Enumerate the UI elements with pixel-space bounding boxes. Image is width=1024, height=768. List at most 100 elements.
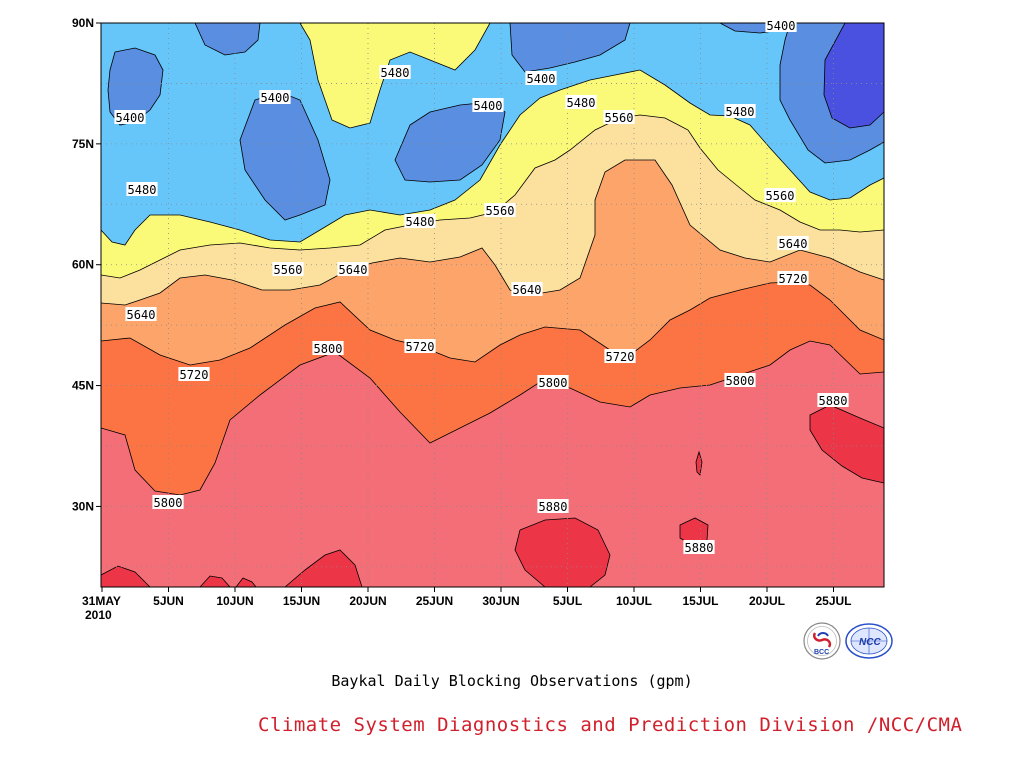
contour-label-bg [537, 375, 569, 389]
bcc-logo-text: BCC [814, 649, 829, 656]
x-tick-label: 5JUL [553, 594, 582, 608]
ncc-logo-text: NCC [859, 637, 881, 648]
contour-lines [101, 23, 884, 587]
contour-label: 5800 [154, 496, 183, 510]
contour-label: 5400 [527, 72, 556, 86]
contour-label-bg [777, 236, 809, 250]
contour-label: 5800 [314, 342, 343, 356]
fill-patch-5880-b [515, 518, 610, 587]
contour-label: 5800 [726, 374, 755, 388]
contour-label-bg [484, 203, 516, 217]
contour-label: 5720 [406, 340, 435, 354]
y-tick-label: 45N [72, 379, 94, 393]
contour-label: 5640 [127, 308, 156, 322]
contour-labels: 5400 5400 5400 5400 5400 5480 5480 5480 5480 5480… [114, 18, 849, 555]
contour-label: 5880 [539, 500, 568, 514]
contour-label-bg [152, 495, 184, 509]
contour-label-bg [379, 65, 411, 79]
contour-label: 5800 [539, 376, 568, 390]
contour-label: 5480 [726, 105, 755, 119]
contour-label: 5560 [274, 263, 303, 277]
fill-patch-below-5400 [824, 23, 884, 128]
contour-label: 5400 [767, 19, 796, 33]
y-tick-label: 60N [72, 258, 94, 272]
x-axis: 31MAY 5JUN 10JUN 15JUN 20JUN 25JUN 30JUN 5JUL 10… [82, 587, 852, 608]
contour-label: 5720 [180, 368, 209, 382]
contour-label-bg [683, 540, 715, 554]
x-tick-label: 5JUN [153, 594, 184, 608]
x-year-label: 2010 [85, 608, 112, 622]
contour-label: 5880 [685, 541, 714, 555]
x-tick-label: 15JUL [682, 594, 718, 608]
fill-patch-5400-c [240, 92, 330, 220]
contour-label: 5480 [567, 96, 596, 110]
contour-label-bg [114, 110, 146, 124]
x-tick-label: 10JUL [616, 594, 652, 608]
contour-label: 5480 [406, 215, 435, 229]
fill-patch-5400-d [395, 102, 505, 182]
bcc-logo: BCC [803, 622, 841, 660]
x-tick-label: 20JUL [749, 594, 785, 608]
contour-label-bg [126, 182, 158, 196]
plot-frame [100, 22, 885, 588]
contour-label-bg [337, 262, 369, 276]
fill-patch-5400-a [108, 48, 163, 125]
contour-label-bg [724, 373, 756, 387]
y-tick-label: 90N [72, 16, 94, 30]
y-tick-label: 30N [72, 499, 94, 513]
y-axis: 30N 45N 60N 75N 90N [72, 16, 101, 513]
fill-patch-5400-b [195, 23, 260, 55]
contour-label: 5400 [261, 91, 290, 105]
footer-credit: Climate System Diagnostics and Predictio… [258, 714, 963, 736]
grid [101, 23, 884, 587]
contour-label-bg [125, 307, 157, 321]
x-tick-label: 20JUN [349, 594, 386, 608]
contour-label-bg [312, 341, 344, 355]
x-tick-label: 10JUN [216, 594, 253, 608]
contour-label-bg [817, 393, 849, 407]
contour-label-bg [404, 339, 436, 353]
contour-label: 5480 [128, 183, 157, 197]
contour-label-bg [404, 214, 436, 228]
x-tick-label: 31MAY [82, 594, 121, 608]
contour-label-bg [565, 95, 597, 109]
contour-label-bg [525, 71, 557, 85]
ncc-logo: NCC [845, 623, 893, 659]
x-tick-label: 25JUL [815, 594, 851, 608]
contour-label-bg [511, 282, 543, 296]
contour-label-bg [724, 104, 756, 118]
contour-label: 5480 [381, 66, 410, 80]
fill-patch-5880-c [680, 518, 708, 545]
fill-patch-5880-a [810, 405, 884, 483]
fill-patch-5880-h [285, 550, 362, 587]
contour-label-bg [764, 188, 796, 202]
contour-label: 5720 [606, 350, 635, 364]
contour-label-bg [603, 110, 635, 124]
contour-label: 5560 [605, 111, 634, 125]
contour-label: 5640 [339, 263, 368, 277]
contour-label-bg [777, 271, 809, 285]
x-tick-label: 30JUN [482, 594, 519, 608]
fill-patch-5400-e [510, 23, 630, 72]
x-tick-label: 15JUN [283, 594, 320, 608]
contour-label: 5720 [779, 272, 808, 286]
contour-label: 5400 [116, 111, 145, 125]
contour-label: 5880 [819, 394, 848, 408]
contour-label-bg [259, 90, 291, 104]
contour-label: 5560 [486, 204, 515, 218]
contour-label-bg [178, 367, 210, 381]
y-tick-label: 75N [72, 137, 94, 151]
contour-label-bg [765, 18, 797, 32]
contour-label: 5400 [474, 99, 503, 113]
contour-label: 5640 [513, 283, 542, 297]
contour-label: 5560 [766, 189, 795, 203]
contour-label-bg [537, 499, 569, 513]
contour-label-bg [472, 98, 504, 112]
contour-label-bg [604, 349, 636, 363]
x-tick-label: 25JUN [416, 594, 453, 608]
fill-patch-5880-g [236, 578, 256, 587]
chart-title: Baykal Daily Blocking Observations (gpm) [331, 672, 693, 690]
contour-label-bg [272, 262, 304, 276]
contour-label: 5640 [779, 237, 808, 251]
